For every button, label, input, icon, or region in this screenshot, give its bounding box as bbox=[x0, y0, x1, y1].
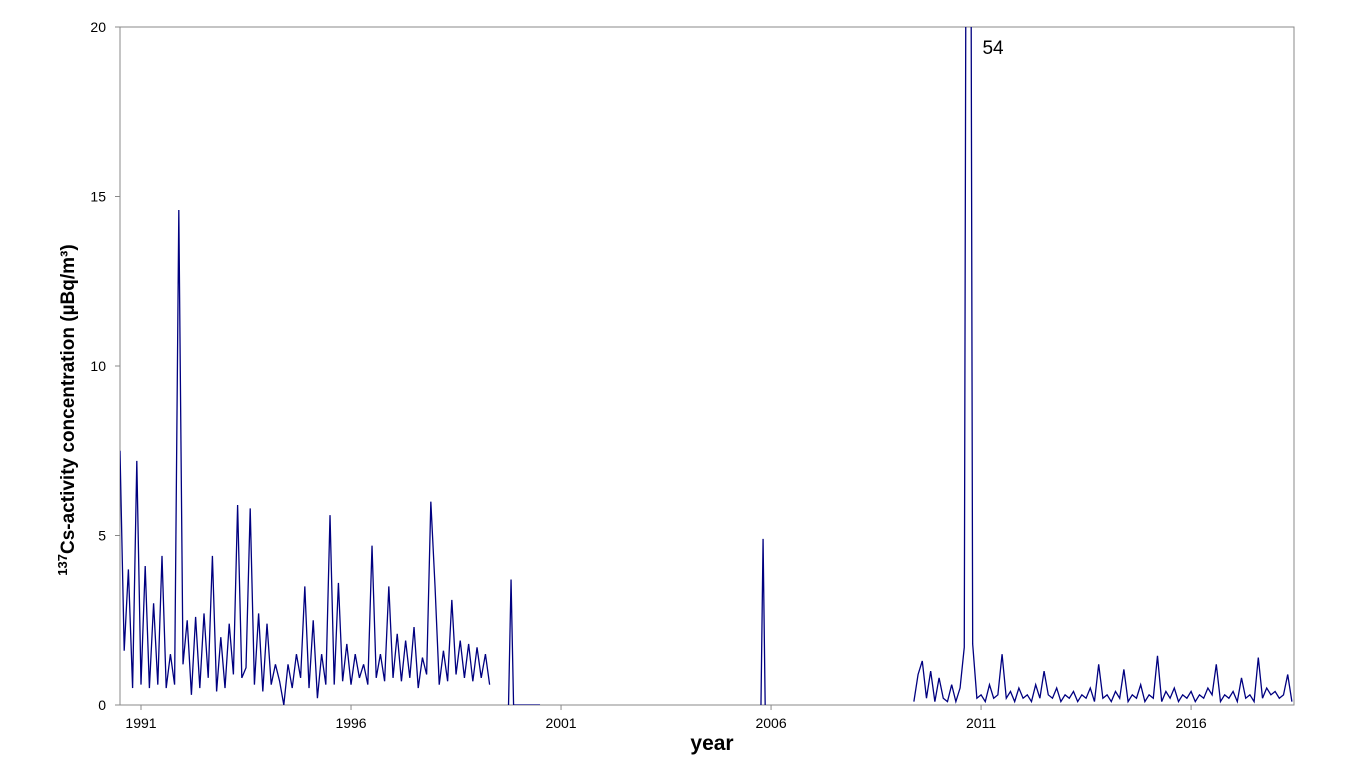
y-tick-label: 15 bbox=[90, 189, 106, 205]
y-tick-label: 0 bbox=[98, 697, 106, 713]
data-line bbox=[507, 579, 541, 705]
x-axis-title: year bbox=[690, 732, 733, 755]
plot-frame bbox=[119, 26, 1295, 706]
data-line bbox=[913, 27, 1293, 705]
x-tick-label: 2011 bbox=[966, 715, 996, 731]
y-axis-title-sup: 137 bbox=[55, 554, 70, 576]
y-tick-label: 5 bbox=[98, 528, 106, 544]
x-tick-label: 2016 bbox=[1176, 715, 1207, 731]
x-tick-label: 1991 bbox=[125, 715, 156, 731]
off-scale-label: 54 bbox=[982, 38, 1004, 59]
y-axis-title: 137Cs-activity concentration (µBq/m³) bbox=[55, 244, 79, 575]
data-line bbox=[760, 538, 766, 705]
y-axis-title-main: Cs-activity concentration (µBq/m³) bbox=[58, 244, 79, 554]
x-tick-label: 1996 bbox=[335, 715, 366, 731]
x-tick-label: 2001 bbox=[545, 715, 576, 731]
x-tick-label: 2006 bbox=[755, 715, 786, 731]
y-tick-label: 10 bbox=[90, 358, 106, 374]
y-tick-label: 20 bbox=[90, 19, 106, 35]
data-line bbox=[120, 210, 491, 705]
